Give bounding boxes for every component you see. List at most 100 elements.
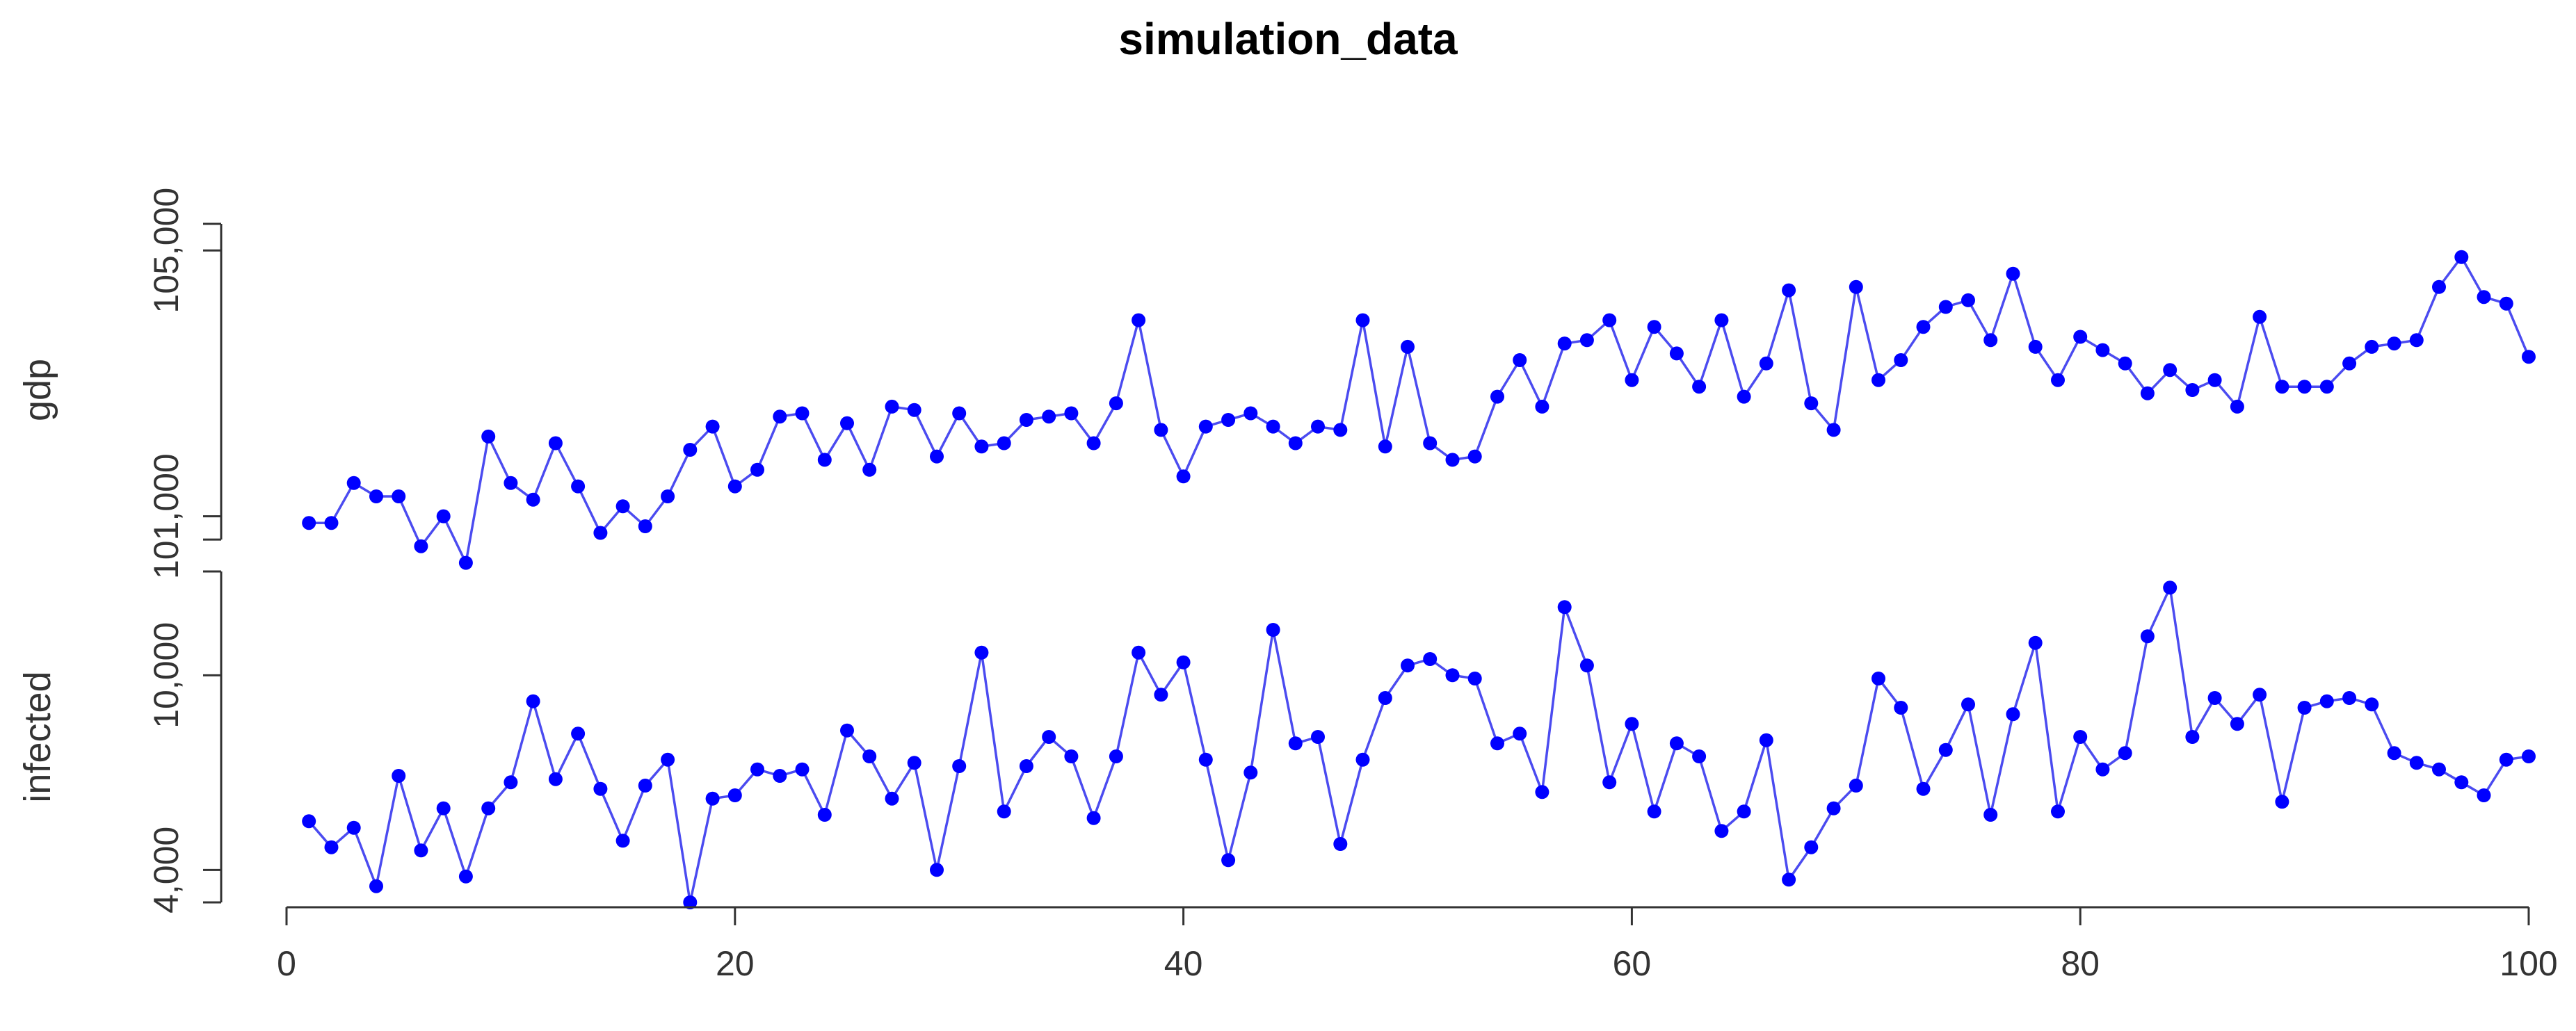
infected-data-point bbox=[1625, 717, 1639, 731]
infected-data-point bbox=[1378, 691, 1392, 705]
gdp-data-point bbox=[705, 419, 720, 434]
gdp-data-point bbox=[1625, 373, 1639, 387]
panels-group: 101,000 105,000 gdp 4,000 10,000 infected bbox=[17, 188, 2536, 914]
gdp-data-point bbox=[548, 436, 563, 450]
gdp-data-point bbox=[907, 403, 921, 417]
gdp-data-point bbox=[1849, 279, 1863, 294]
gdp-data-point bbox=[2118, 356, 2132, 371]
infected-data-point bbox=[2118, 746, 2132, 761]
infected-data-point bbox=[414, 843, 428, 858]
infected-data-point bbox=[302, 814, 316, 829]
gdp-data-point bbox=[661, 489, 675, 503]
gdp-y-tick-label: 105,000 bbox=[147, 188, 186, 314]
gdp-data-point bbox=[930, 449, 944, 464]
gdp-data-point bbox=[1086, 436, 1101, 450]
gdp-data-point bbox=[773, 409, 787, 424]
infected-y-axis-label: infected bbox=[17, 671, 58, 802]
gdp-data-point bbox=[2163, 363, 2177, 378]
gdp-data-point bbox=[1894, 353, 1908, 367]
gdp-data-point bbox=[1019, 413, 1033, 427]
infected-data-point bbox=[1243, 765, 1258, 780]
gdp-data-point bbox=[1759, 356, 1773, 371]
infected-data-point bbox=[2275, 795, 2289, 809]
gdp-data-point bbox=[302, 516, 316, 530]
gdp-data-point bbox=[2006, 266, 2020, 281]
infected-data-point bbox=[1019, 759, 1033, 773]
gdp-data-point bbox=[2185, 383, 2200, 397]
infected-data-point bbox=[1176, 655, 1191, 669]
gdp-data-point bbox=[1737, 389, 1751, 404]
infected-data-point bbox=[2230, 717, 2244, 731]
gdp-data-point bbox=[1513, 353, 1527, 367]
x-tick-label: 100 bbox=[2499, 944, 2557, 983]
gdp-data-point bbox=[638, 519, 652, 533]
infected-data-point bbox=[907, 756, 921, 770]
x-axis: 0 20 40 60 80 100 bbox=[277, 906, 2558, 983]
gdp-data-point bbox=[1445, 453, 1460, 467]
gdp-data-point bbox=[795, 406, 810, 421]
infected-data-point bbox=[997, 804, 1011, 819]
infected-data-point bbox=[705, 791, 720, 806]
infected-data-point bbox=[2207, 691, 2222, 705]
infected-data-point bbox=[1109, 749, 1123, 763]
gdp-data-point bbox=[750, 462, 764, 477]
infected-data-point bbox=[661, 752, 675, 767]
gdp-data-point bbox=[1961, 293, 1975, 307]
infected-data-point bbox=[1221, 853, 1236, 868]
infected-data-point bbox=[571, 726, 586, 741]
gdp-data-point bbox=[2095, 343, 2110, 357]
chart-title: simulation_data bbox=[1118, 14, 1458, 64]
infected-data-point bbox=[615, 834, 630, 848]
infected-data-point bbox=[2365, 697, 2379, 712]
infected-data-point bbox=[1961, 697, 1975, 712]
gdp-data-point bbox=[2409, 333, 2424, 348]
infected-data-point bbox=[2051, 804, 2065, 819]
gdp-data-point bbox=[1221, 413, 1236, 427]
gdp-data-point bbox=[369, 489, 383, 503]
infected-data-point bbox=[1983, 808, 1998, 822]
infected-data-point bbox=[1647, 804, 1661, 819]
panel-infected: 4,000 10,000 infected bbox=[17, 570, 2536, 914]
infected-data-point bbox=[1692, 749, 1707, 763]
gdp-data-point bbox=[1132, 313, 1146, 327]
gdp-data-point bbox=[593, 526, 608, 540]
infected-data-point bbox=[1086, 811, 1101, 825]
gdp-data-point bbox=[2253, 309, 2267, 324]
gdp-data-point bbox=[1669, 346, 1684, 361]
gdp-data-point bbox=[1311, 419, 1325, 434]
gdp-data-point bbox=[1378, 439, 1392, 454]
gdp-data-point bbox=[2454, 250, 2469, 264]
gdp-data-point bbox=[1871, 373, 1885, 387]
gdp-y-tick-label: 101,000 bbox=[147, 453, 186, 579]
gdp-data-point bbox=[1602, 313, 1617, 327]
infected-data-point bbox=[526, 694, 540, 708]
infected-data-point bbox=[1467, 672, 1482, 685]
infected-data-point bbox=[638, 779, 652, 793]
gdp-data-point bbox=[1826, 423, 1841, 437]
infected-data-point bbox=[1737, 804, 1751, 819]
infected-data-point bbox=[481, 801, 496, 815]
infected-data-point bbox=[369, 879, 383, 893]
infected-data-point bbox=[1311, 730, 1325, 744]
gdp-data-point bbox=[1692, 380, 1707, 394]
gdp-data-point bbox=[2319, 380, 2334, 394]
gdp-data-point bbox=[1154, 423, 1168, 437]
infected-data-point bbox=[930, 863, 944, 877]
infected-data-point bbox=[1154, 688, 1168, 702]
gdp-data-point bbox=[1266, 419, 1280, 434]
gdp-data-point bbox=[1288, 436, 1303, 450]
gdp-series-line bbox=[309, 256, 2530, 565]
infected-data-point bbox=[1894, 701, 1908, 715]
gdp-y-axis-label: gdp bbox=[17, 359, 58, 421]
infected-data-point bbox=[324, 840, 339, 854]
gdp-data-point bbox=[346, 476, 361, 490]
infected-data-point bbox=[1333, 837, 1348, 851]
infected-data-point bbox=[2095, 762, 2110, 777]
gdp-data-point bbox=[2387, 336, 2401, 351]
panel-gdp: 101,000 105,000 gdp bbox=[17, 188, 2536, 579]
infected-y-tick-label: 10,000 bbox=[147, 622, 186, 729]
infected-data-point bbox=[750, 762, 764, 777]
infected-data-point bbox=[392, 769, 406, 783]
